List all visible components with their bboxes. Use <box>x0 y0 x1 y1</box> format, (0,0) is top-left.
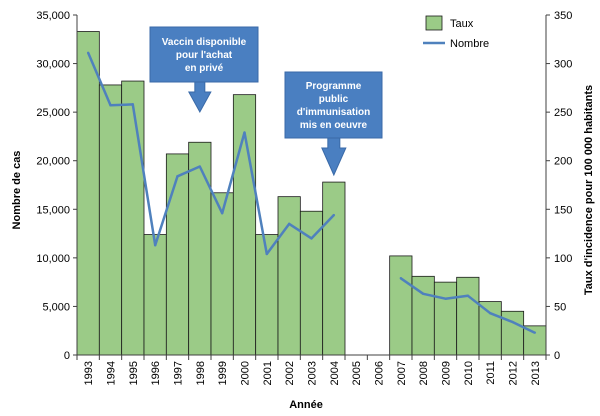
bar-2007 <box>389 255 413 356</box>
right-tick-label: 50 <box>554 301 566 313</box>
x-tick-label-1999: 1999 <box>217 361 229 385</box>
callout-line: Vaccin disponible <box>162 37 247 48</box>
x-tick-label-2010: 2010 <box>463 361 475 385</box>
bar-1994 <box>98 84 123 356</box>
nombre-point-1995 <box>131 103 135 106</box>
callouts: Vaccin disponible pour l'achat en privé Pro… <box>149 26 383 177</box>
right-tick-label: 0 <box>554 350 560 362</box>
right-tick-label: 250 <box>554 107 572 119</box>
nombre-point-2011 <box>488 312 492 315</box>
right-tick-label: 300 <box>554 59 572 71</box>
bar-2009 <box>433 281 458 356</box>
left-axis-title: Nombre de cas <box>11 151 23 230</box>
legend-label-taux: Taux <box>450 18 474 30</box>
x-tick-label-2007: 2007 <box>396 361 408 385</box>
x-tick-label-1994: 1994 <box>106 361 118 385</box>
nombre-point-1994 <box>109 104 112 107</box>
left-tick-label: 35,000 <box>36 10 70 22</box>
callout-box <box>284 71 383 139</box>
nombre-point-2013 <box>533 331 537 334</box>
x-tick-label-2001: 2001 <box>262 361 274 385</box>
x-tick-label-2003: 2003 <box>307 361 319 385</box>
bar-1998 <box>188 141 212 356</box>
nombre-point-1999 <box>220 211 224 215</box>
nombre-point-2012 <box>511 320 514 324</box>
left-axis-ticks: 0 5,000 10,000 15,000 20,000 25,000 30,000 35,0… <box>36 10 77 362</box>
x-tick-label-2008: 2008 <box>418 361 430 385</box>
nombre-point-2009 <box>444 297 447 300</box>
nombre-point-2008 <box>421 292 425 295</box>
axes <box>76 15 547 356</box>
bar-1993 <box>76 31 100 356</box>
nombre-point-1998 <box>198 165 202 168</box>
left-tick-label: 15,000 <box>36 204 70 216</box>
nombre-point-2004 <box>332 213 336 217</box>
x-tick-label-2002: 2002 <box>284 361 296 385</box>
bar-1996 <box>143 234 167 356</box>
callout-2004: Programme public d'immunisation mis en oeuv… <box>284 71 383 177</box>
x-tick-label-1996: 1996 <box>150 361 162 385</box>
right-axis-title: Taux d'incidence pour 100 000 habitants <box>583 85 595 295</box>
legend-label-nombre: Nombre <box>450 38 489 50</box>
left-tick-label: 30,000 <box>36 59 70 71</box>
right-tick-label: 100 <box>554 253 572 265</box>
x-tick-label-1995: 1995 <box>128 361 140 385</box>
x-axis-ticks: 1993 1994 1995 1996 1997 1998 1999 2000 2001 2002… <box>76 355 547 385</box>
legend: Taux Nombre <box>423 15 489 50</box>
callout-line: en privé <box>185 63 224 74</box>
x-tick-label-2011: 2011 <box>485 361 497 385</box>
x-tick-label-2005: 2005 <box>351 361 363 385</box>
nombre-point-2002 <box>287 222 291 226</box>
nombre-point-2001 <box>265 252 269 256</box>
x-tick-label-1998: 1998 <box>195 361 207 385</box>
left-tick-label: 20,000 <box>36 156 70 168</box>
nombre-line-segment-1 <box>87 52 335 256</box>
callout-arrow <box>187 81 212 114</box>
bar-1997 <box>165 153 190 356</box>
callout-line: pour l'achat <box>176 50 233 61</box>
left-tick-label: 0 <box>64 350 70 362</box>
bar-2004 <box>322 181 346 356</box>
line-series <box>86 51 537 334</box>
x-tick-label-2013: 2013 <box>530 361 542 385</box>
x-tick-label-2012: 2012 <box>508 361 520 385</box>
callout-arrow <box>321 137 347 177</box>
right-tick-label: 200 <box>554 156 572 168</box>
callout-box <box>149 26 259 83</box>
callout-1998: Vaccin disponible pour l'achat en privé <box>149 26 259 114</box>
x-tick-label-2004: 2004 <box>329 361 341 385</box>
nombre-point-2010 <box>466 294 470 297</box>
x-tick-label-2009: 2009 <box>441 361 453 385</box>
nombre-point-2003 <box>310 237 313 240</box>
callout-line: Programme <box>306 81 362 92</box>
left-tick-label: 5,000 <box>42 301 70 313</box>
nombre-point-1997 <box>176 175 179 178</box>
x-tick-label-1993: 1993 <box>83 361 95 385</box>
bar-2002 <box>277 196 301 356</box>
left-tick-label: 25,000 <box>36 107 70 119</box>
bar-2011 <box>478 301 502 356</box>
left-tick-label: 10,000 <box>36 253 70 265</box>
x-tick-label-1997: 1997 <box>173 361 185 385</box>
bar-2010 <box>456 276 480 356</box>
nombre-point-2007 <box>399 277 403 280</box>
callout-line: public <box>319 94 349 105</box>
right-tick-label: 150 <box>554 204 572 216</box>
legend-swatch-taux <box>425 15 443 31</box>
bar-1999 <box>210 192 234 356</box>
callout-line: mis en oeuvre <box>300 120 368 131</box>
callout-line: d'immunisation <box>297 107 371 118</box>
nombre-point-1996 <box>153 244 157 247</box>
nombre-point-2000 <box>243 131 246 134</box>
bar-1995 <box>121 80 145 356</box>
x-axis-title: Année <box>289 399 323 411</box>
right-tick-label: 350 <box>554 10 572 22</box>
x-tick-label-2006: 2006 <box>374 361 386 385</box>
nombre-point-1993 <box>86 51 90 55</box>
x-tick-label-2000: 2000 <box>240 361 252 385</box>
right-axis-ticks: 0 50 100 150 200 250 300 350 <box>546 10 572 362</box>
